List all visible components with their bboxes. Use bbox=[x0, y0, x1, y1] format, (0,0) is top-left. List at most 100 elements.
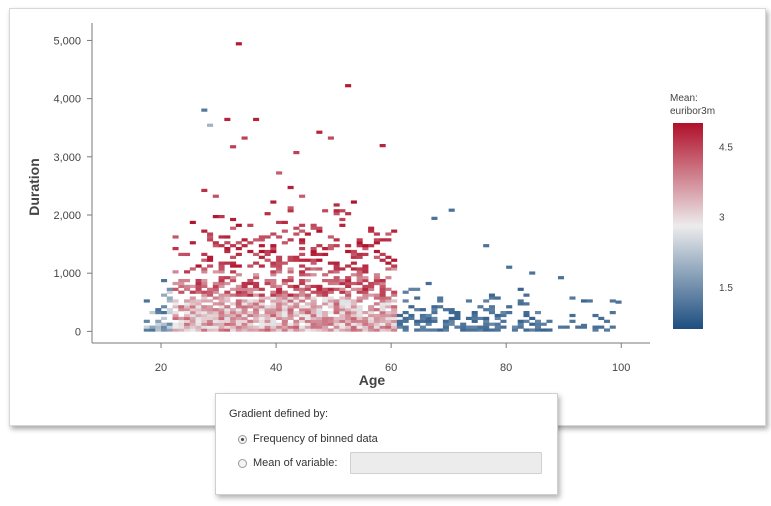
heatmap-cell bbox=[339, 281, 346, 286]
mean-variable-radio[interactable] bbox=[238, 458, 247, 468]
heatmap-cell bbox=[465, 299, 472, 303]
heatmap-cell bbox=[166, 311, 173, 315]
heatmap-cell bbox=[333, 267, 340, 271]
heatmap-cell bbox=[172, 299, 179, 303]
heatmap-cell bbox=[149, 311, 156, 315]
heatmap-cell bbox=[224, 247, 231, 251]
heatmap-cell bbox=[258, 328, 265, 332]
heatmap-cell bbox=[310, 267, 317, 271]
frequency-radio[interactable] bbox=[238, 434, 247, 444]
heatmap-cell bbox=[391, 305, 398, 309]
heatmap-cell bbox=[212, 244, 219, 248]
heatmap-cell bbox=[402, 316, 409, 321]
heatmap-cell bbox=[161, 293, 168, 297]
heatmap-cell bbox=[316, 229, 323, 233]
heatmap-cell bbox=[161, 325, 168, 329]
heatmap-cell bbox=[569, 313, 576, 318]
heatmap-cell bbox=[264, 308, 271, 312]
mean-variable-option[interactable]: Mean of variable: bbox=[238, 457, 337, 469]
heatmap-cell bbox=[287, 316, 294, 321]
heatmap-cell bbox=[419, 313, 426, 318]
heatmap-cell bbox=[235, 284, 242, 289]
y-axis-ticks: 0 1,000 2,000 3,000 4,000 5,000 bbox=[53, 35, 92, 338]
heatmap-cell bbox=[189, 305, 196, 309]
y-tick-label: 3,000 bbox=[53, 152, 81, 164]
heatmap-cell bbox=[483, 322, 490, 326]
heatmap-cell bbox=[184, 287, 191, 291]
heatmap-cell bbox=[339, 311, 346, 315]
heatmap-cell bbox=[339, 322, 346, 326]
heatmap-cell bbox=[557, 276, 565, 280]
heatmap-cell bbox=[327, 136, 334, 140]
heatmap-cell bbox=[414, 328, 421, 332]
heatmap-cell bbox=[362, 276, 369, 280]
heatmap-cell bbox=[362, 322, 369, 326]
heatmap-cell bbox=[534, 328, 542, 332]
heatmap-cell bbox=[368, 281, 375, 286]
frequency-option[interactable]: Frequency of binned data bbox=[238, 433, 378, 445]
heatmap-cell bbox=[230, 319, 237, 323]
heatmap-cell bbox=[241, 244, 248, 248]
heatmap-cell bbox=[431, 328, 438, 332]
heatmap-cell bbox=[258, 255, 265, 259]
heatmap-cell bbox=[327, 235, 334, 239]
heatmap-cell bbox=[276, 287, 283, 291]
heatmap-cell bbox=[356, 305, 363, 309]
heatmap-cell bbox=[218, 319, 225, 323]
heatmap-cell bbox=[379, 144, 386, 148]
heatmap-cell bbox=[287, 267, 294, 271]
heatmap-cell bbox=[258, 238, 265, 242]
heatmap-cell bbox=[293, 305, 300, 309]
heatmap-cell bbox=[224, 308, 231, 312]
x-tick-label: 60 bbox=[385, 362, 397, 374]
variable-select-box[interactable] bbox=[350, 452, 542, 474]
heatmap-cell bbox=[448, 208, 455, 212]
heatmap-cell bbox=[293, 325, 300, 329]
heatmap-cell bbox=[529, 328, 536, 332]
heatmap-cell bbox=[207, 313, 214, 318]
heatmap-cell bbox=[327, 290, 334, 294]
heatmap-cell bbox=[287, 325, 294, 329]
heatmap-cell bbox=[299, 296, 306, 300]
heatmap-cell bbox=[362, 296, 369, 300]
heatmap-cell bbox=[540, 328, 547, 332]
heatmap-cell bbox=[339, 325, 346, 329]
heatmap-cell bbox=[391, 258, 398, 262]
heatmap-cell bbox=[270, 273, 277, 277]
heatmap-cell bbox=[241, 328, 248, 332]
heatmap-cell bbox=[178, 252, 185, 257]
heatmap-cell bbox=[172, 328, 179, 332]
heatmap-cell bbox=[488, 322, 495, 326]
heatmap-cell bbox=[195, 308, 202, 312]
heatmap-cell bbox=[218, 293, 225, 297]
heatmap-cell bbox=[448, 311, 455, 315]
heatmap-cell bbox=[276, 258, 283, 262]
heatmap-cell bbox=[287, 311, 294, 315]
heatmap-cell bbox=[172, 305, 179, 309]
heatmap-cell bbox=[270, 249, 277, 254]
heatmap-cell bbox=[368, 313, 375, 318]
heatmap-cell bbox=[465, 325, 472, 329]
heatmap-cell bbox=[258, 305, 265, 309]
heatmap-cell bbox=[293, 319, 300, 323]
heatmap-cell bbox=[350, 328, 357, 332]
heatmap-cell bbox=[287, 279, 294, 283]
heatmap-cell bbox=[339, 217, 346, 222]
heatmap-cell bbox=[293, 226, 300, 230]
heatmap-cell bbox=[235, 328, 242, 332]
heatmap-cell bbox=[373, 255, 380, 259]
heatmap-cell bbox=[143, 328, 150, 332]
heatmap-cell bbox=[477, 316, 484, 321]
heatmap-cell bbox=[396, 319, 403, 323]
heatmap-cell bbox=[402, 311, 409, 315]
heatmap-cell bbox=[333, 319, 340, 323]
heatmap-cell bbox=[350, 308, 357, 312]
heatmap-cell bbox=[350, 302, 357, 306]
heatmap-chart: 20 40 60 80 100 0 1,000 2,000 3,000 4,000 5,000 A… bbox=[26, 23, 733, 388]
heatmap-cell bbox=[258, 316, 265, 321]
heatmap-cell bbox=[253, 284, 260, 289]
heatmap-cell bbox=[218, 325, 225, 329]
heatmap-cell bbox=[379, 290, 386, 294]
heatmap-cell bbox=[299, 252, 306, 257]
heatmap-cell bbox=[195, 281, 202, 286]
